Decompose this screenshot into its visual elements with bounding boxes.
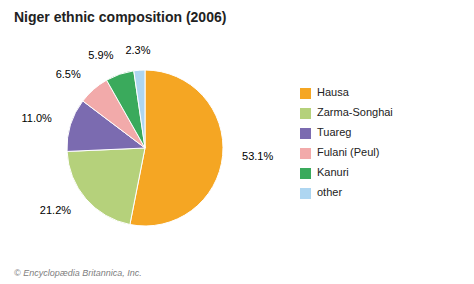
legend-label: Hausa bbox=[317, 86, 350, 98]
legend-swatch bbox=[300, 88, 311, 99]
data-label: 2.3% bbox=[125, 44, 150, 56]
legend-label: other bbox=[317, 186, 342, 198]
legend-label: Kanuri bbox=[317, 166, 349, 178]
legend-item: other bbox=[300, 186, 342, 199]
data-label: 11.0% bbox=[22, 112, 53, 124]
legend-item: Kanuri bbox=[300, 166, 349, 179]
legend-item: Zarma-Songhai bbox=[300, 106, 393, 119]
data-label: 21.2% bbox=[40, 204, 71, 216]
data-labels: 53.1% 21.2% 11.0% 6.5% 5.9% 2.3% bbox=[22, 44, 274, 217]
data-label: 6.5% bbox=[56, 68, 81, 80]
data-label: 5.9% bbox=[88, 49, 113, 61]
legend-label: Zarma-Songhai bbox=[317, 106, 393, 118]
pie-slice bbox=[134, 70, 145, 148]
legend-item: Hausa bbox=[300, 86, 350, 99]
pie-slice bbox=[67, 148, 145, 225]
legend-swatch bbox=[300, 128, 311, 139]
legend-swatch bbox=[300, 188, 311, 199]
legend-swatch bbox=[300, 148, 311, 159]
legend-label: Fulani (Peul) bbox=[317, 146, 379, 158]
legend-label: Tuareg bbox=[317, 126, 351, 138]
legend-item: Fulani (Peul) bbox=[300, 146, 379, 159]
legend-swatch bbox=[300, 108, 311, 119]
chart: Niger ethnic composition (2006) 53.1% 21.2… bbox=[0, 0, 474, 284]
legend-item: Tuareg bbox=[300, 126, 351, 139]
title: Niger ethnic composition (2006) bbox=[14, 9, 226, 25]
footnote: © Encyclopædia Britannica, Inc. bbox=[14, 268, 142, 278]
data-label: 53.1% bbox=[242, 150, 273, 162]
pie-slice bbox=[107, 71, 145, 148]
legend-swatch bbox=[300, 168, 311, 179]
pie bbox=[67, 70, 223, 226]
legend: Hausa Zarma-Songhai Tuareg Fulani (Peul) Kan… bbox=[300, 86, 393, 199]
